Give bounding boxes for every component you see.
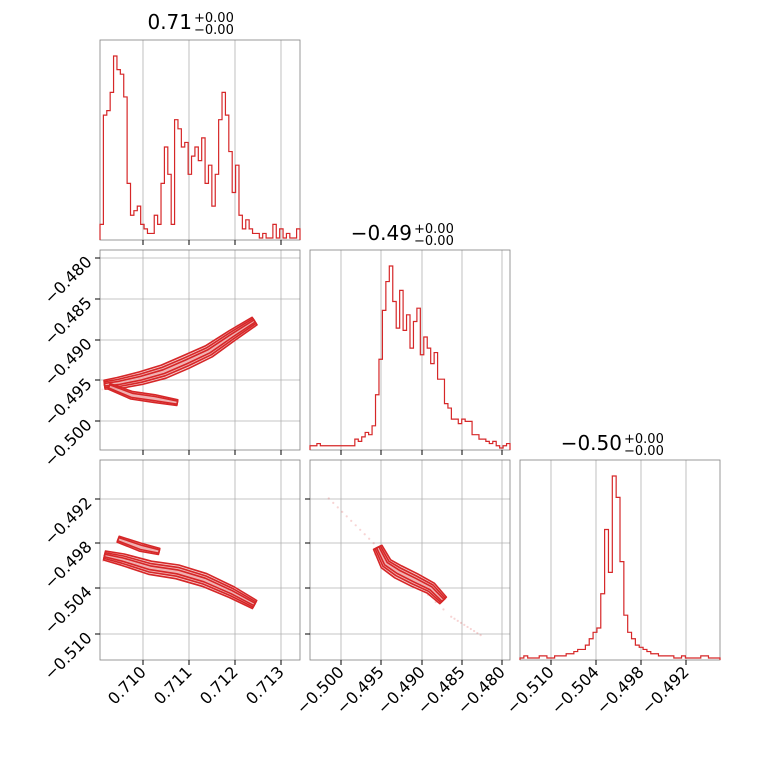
histogram-step-line <box>99 55 301 240</box>
scatter-point <box>332 501 335 504</box>
histogram-step-line <box>519 475 721 660</box>
y-tick-label: −0.492 <box>40 493 95 548</box>
panel-frame <box>99 249 301 451</box>
scatter-point <box>476 631 479 635</box>
scatter-point <box>459 621 463 624</box>
scatter-point <box>372 542 375 545</box>
scatter-point <box>463 623 466 626</box>
title-main: −0.50 <box>561 431 622 455</box>
panel-title-p11: −0.49 +0.00−0.00 <box>351 221 454 249</box>
scatter-point <box>327 497 330 500</box>
title-lower-error: −0.00 <box>414 234 454 249</box>
panel-frame <box>99 39 301 241</box>
scatter-point <box>368 537 371 540</box>
contour-panel-p21: −0.500−0.495−0.490−0.485−0.480 <box>293 459 511 718</box>
panel-frame <box>519 459 721 661</box>
title-main: 0.71 <box>147 10 192 34</box>
title-upper-error: +0.00 <box>194 11 234 26</box>
panel-title-p00: 0.71 +0.00−0.00 <box>147 10 233 38</box>
histogram-panel-p11 <box>309 249 511 455</box>
scatter-point <box>472 629 476 633</box>
scatter-point <box>456 619 459 622</box>
x-tick-label: 0.711 <box>150 662 196 708</box>
title-main: −0.49 <box>351 221 412 245</box>
title-lower-error: −0.00 <box>194 23 234 38</box>
x-tick-label: 0.712 <box>196 662 242 708</box>
scatter-point <box>442 608 445 611</box>
contour-branch-level-1 <box>116 536 161 554</box>
scatter-point <box>101 388 104 391</box>
panel-frame <box>309 459 511 661</box>
scatter-point <box>469 627 472 631</box>
histogram-step-line <box>309 265 511 450</box>
x-tick-label: 0.710 <box>104 662 150 708</box>
contour-ridge-level-1 <box>103 551 257 608</box>
contour-panel-p10: −0.480−0.485−0.490−0.495−0.500 <box>40 249 301 471</box>
scatter-point <box>354 524 357 527</box>
scatter-point <box>359 528 362 531</box>
contour-ridge-level-0 <box>103 316 258 390</box>
x-tick-label: 0.713 <box>242 662 288 708</box>
y-tick-label: −0.510 <box>40 628 95 683</box>
x-tick-label: −0.504 <box>548 662 603 717</box>
contour-ridge-level-2 <box>103 319 256 387</box>
scatter-point <box>466 625 469 629</box>
contour-branch-level-1 <box>107 383 179 406</box>
title-upper-error: +0.00 <box>414 222 454 237</box>
title-upper-error: +0.00 <box>624 432 664 447</box>
scatter-point <box>350 519 353 522</box>
contour-ridge-level-2 <box>103 553 256 607</box>
scatter-point <box>450 615 453 618</box>
histogram-panel-p00 <box>99 39 301 245</box>
panel-frame <box>309 249 511 451</box>
histogram-panel-p22: −0.510−0.504−0.498−0.492 <box>503 459 721 718</box>
scatter-point <box>453 617 456 620</box>
x-tick-label: −0.498 <box>593 662 648 717</box>
panel-title-p22: −0.50 +0.00−0.00 <box>561 431 664 459</box>
scatter-point <box>345 515 348 518</box>
panel-frame <box>99 459 301 661</box>
x-tick-label: −0.492 <box>638 662 693 717</box>
title-lower-error: −0.00 <box>624 444 664 459</box>
x-tick-label: −0.510 <box>503 662 558 717</box>
contour-ridge-level-2 <box>375 545 445 603</box>
scatter-point <box>341 510 344 513</box>
scatter-point <box>336 506 339 509</box>
scatter-point <box>479 634 482 637</box>
scatter-point <box>363 533 366 536</box>
y-tick-label: −0.498 <box>40 537 95 592</box>
y-tick-label: −0.504 <box>40 582 95 637</box>
